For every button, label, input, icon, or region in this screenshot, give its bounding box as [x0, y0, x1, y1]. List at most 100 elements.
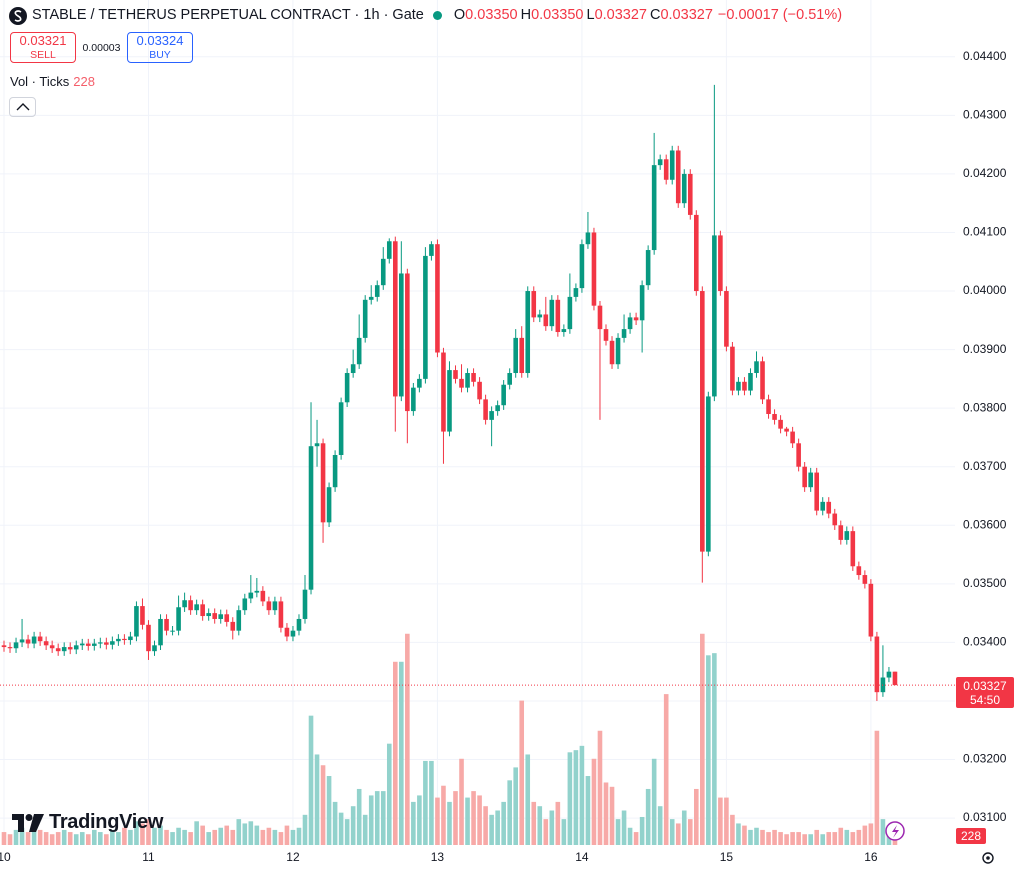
- candle-body: [98, 642, 103, 644]
- candle-body: [296, 618, 302, 631]
- candle-body: [868, 583, 874, 637]
- candle-body: [748, 373, 753, 391]
- candle-body: [826, 501, 832, 514]
- candle-body: [104, 642, 109, 645]
- volume-bar: [718, 797, 723, 845]
- x-tick-label: 15: [720, 850, 734, 864]
- candle-body: [429, 244, 434, 256]
- volume-bar: [687, 819, 693, 845]
- candle-body: [609, 340, 615, 365]
- symbol-header: STABLE / TETHERUS PERPETUAL CONTRACT · 1…: [32, 7, 842, 23]
- volume-bar: [158, 825, 163, 845]
- volume-bar: [212, 829, 217, 845]
- volume-bar: [615, 819, 621, 845]
- y-tick-label: 0.03900: [963, 342, 1007, 356]
- volume-bar: [85, 834, 91, 845]
- candle-body: [495, 405, 500, 412]
- ohlc-key: O: [453, 7, 466, 23]
- candle-body: [61, 647, 67, 652]
- volume-legend-label: Vol · Ticks: [10, 74, 70, 89]
- candle-body: [43, 641, 49, 646]
- ohlc-value: 0.03327: [594, 7, 647, 23]
- candle-body: [128, 636, 133, 641]
- volume-bar: [170, 832, 175, 845]
- candle-body: [465, 373, 470, 388]
- volume-bar: [591, 758, 597, 845]
- volume-bar: [386, 743, 392, 845]
- volume-bar: [61, 829, 67, 845]
- volume-bar: [146, 819, 151, 845]
- last-price-label: 0.03327 54:50: [956, 677, 1014, 709]
- candle-body: [260, 590, 266, 602]
- y-tick-label: 0.04400: [963, 49, 1007, 63]
- candle-body: [393, 241, 398, 397]
- candle-body: [374, 285, 380, 297]
- candle-body: [627, 317, 633, 330]
- y-tick-label: 0.03500: [963, 576, 1007, 590]
- candle-body: [176, 607, 181, 631]
- volume-bar: [441, 785, 446, 845]
- sell-button[interactable]: 0.03321 SELL: [10, 32, 76, 63]
- candle-body: [248, 592, 254, 599]
- collapse-button[interactable]: [9, 97, 36, 117]
- volume-bar: [206, 832, 211, 845]
- candle-body: [224, 614, 230, 622]
- volume-bar: [380, 791, 386, 845]
- candle-body: [19, 639, 25, 643]
- volume-bar: [694, 788, 699, 845]
- volume-bar: [92, 829, 97, 845]
- ohlc-value: 0.03350: [465, 7, 518, 23]
- volume-bar: [176, 827, 181, 845]
- volume-bar: [314, 754, 320, 845]
- volume-bar: [585, 776, 591, 845]
- y-tick-label: 0.03100: [963, 810, 1007, 824]
- volume-bar: [194, 821, 199, 845]
- volume-bar: [880, 819, 886, 845]
- ohlc-value: 0.03327: [660, 7, 713, 23]
- volume-bar: [260, 829, 266, 845]
- candle-body: [718, 235, 723, 292]
- volume-bar: [200, 825, 205, 845]
- candle-body: [350, 364, 356, 374]
- volume-bar: [573, 750, 579, 845]
- volume-bar: [326, 776, 332, 845]
- volume-bar: [399, 661, 404, 845]
- candle-body: [555, 299, 561, 333]
- candle-body: [681, 173, 687, 204]
- volume-bar: [447, 801, 452, 845]
- volume-bar: [549, 810, 555, 845]
- candle-body: [200, 604, 205, 617]
- candle-body: [284, 627, 290, 637]
- candle-body: [194, 604, 199, 611]
- candle-body: [122, 638, 127, 641]
- candle-body: [477, 381, 482, 400]
- candle-body: [706, 396, 711, 552]
- volume-bar: [37, 829, 43, 845]
- buy-button[interactable]: 0.03324 BUY: [127, 32, 193, 63]
- sell-label: SELL: [30, 48, 56, 61]
- price-change: −0.00017 (−0.51%): [717, 7, 843, 23]
- candle-body: [766, 399, 771, 415]
- volume-bar: [152, 827, 157, 845]
- volume-bar: [435, 797, 440, 845]
- candle-body: [7, 647, 13, 649]
- candle-body: [459, 378, 464, 388]
- volume-bar: [140, 823, 145, 845]
- candle-body: [344, 373, 350, 403]
- settings-icon[interactable]: [982, 852, 994, 864]
- volume-bar: [489, 814, 494, 845]
- candle-body: [790, 431, 795, 444]
- candle-body: [724, 291, 729, 347]
- volume-bar: [675, 823, 681, 845]
- volume-bar: [350, 806, 356, 845]
- last-volume: 228: [960, 829, 982, 843]
- volume-bar: [218, 827, 224, 845]
- candle-body: [302, 589, 308, 619]
- ohlc-key: C: [649, 7, 661, 23]
- volume-bar: [754, 827, 759, 845]
- y-tick-label: 0.03700: [963, 459, 1007, 473]
- x-tick-label: 10: [0, 850, 11, 864]
- candle-body: [242, 598, 248, 611]
- candle-body: [441, 352, 446, 432]
